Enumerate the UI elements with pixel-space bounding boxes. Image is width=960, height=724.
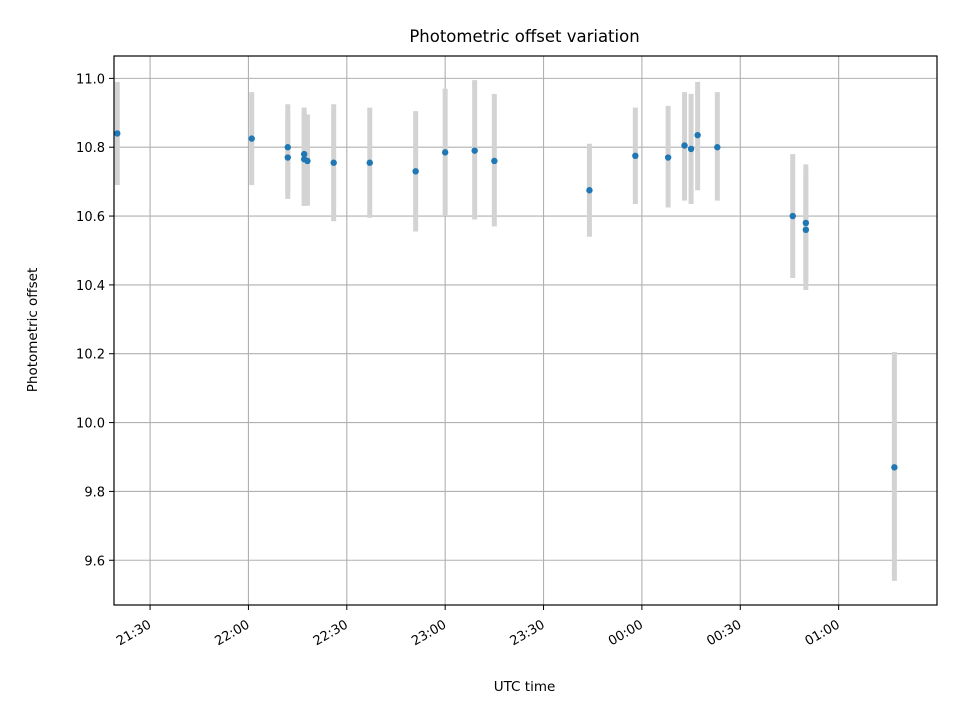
y-tick-label: 11.0 bbox=[76, 72, 105, 87]
y-tick-label: 10.4 bbox=[76, 279, 105, 294]
data-point bbox=[632, 152, 639, 160]
data-point bbox=[586, 187, 593, 194]
data-point bbox=[284, 154, 291, 161]
data-point bbox=[802, 226, 810, 234]
data-point bbox=[694, 131, 701, 139]
data-point bbox=[664, 154, 672, 161]
data-point bbox=[491, 157, 498, 165]
y-tick-label: 10.6 bbox=[76, 210, 105, 225]
data-point bbox=[891, 464, 898, 471]
y-axis-ticks: 9.6 9.8 10.0 10.2 10.4 10.6 10.8 11.0 bbox=[76, 72, 114, 569]
data-point bbox=[681, 142, 688, 149]
y-tick-label: 9.6 bbox=[84, 554, 105, 569]
data-point bbox=[789, 212, 796, 220]
data-point bbox=[441, 149, 449, 156]
data-point bbox=[304, 157, 311, 165]
y-axis-title: Photometric offset bbox=[25, 268, 41, 392]
data-points bbox=[114, 130, 898, 471]
plot-area-frame bbox=[113, 55, 938, 606]
data-point bbox=[248, 135, 255, 142]
y-tick-label: 9.8 bbox=[84, 485, 105, 500]
y-tick-label: 10.2 bbox=[76, 348, 105, 363]
data-point bbox=[714, 144, 721, 151]
data-point bbox=[284, 144, 291, 151]
y-tick-label: 10.0 bbox=[76, 417, 105, 432]
data-point bbox=[802, 219, 810, 227]
data-point bbox=[114, 130, 121, 137]
data-point bbox=[471, 147, 478, 154]
x-axis-title: UTC time bbox=[494, 679, 556, 695]
y-tick-label: 10.8 bbox=[76, 141, 105, 156]
data-point bbox=[412, 168, 419, 175]
data-point bbox=[687, 145, 695, 153]
grid bbox=[114, 56, 937, 605]
data-point bbox=[366, 159, 373, 166]
data-point bbox=[300, 150, 308, 158]
chart-title: Photometric offset variation bbox=[409, 27, 639, 46]
data-point bbox=[330, 159, 337, 166]
